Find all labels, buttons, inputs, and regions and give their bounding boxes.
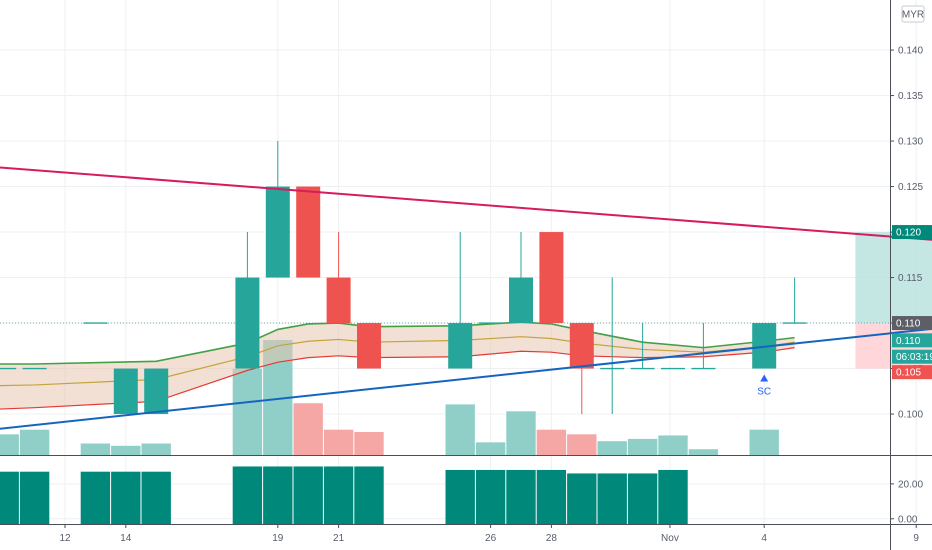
osc-tick-label: 20.00 bbox=[898, 479, 923, 490]
price-tag bbox=[892, 365, 932, 380]
price-tick-label: 0.100 bbox=[898, 410, 923, 421]
volume-bar bbox=[597, 441, 627, 455]
volume-bar bbox=[445, 404, 475, 455]
oscillator-bar bbox=[141, 471, 171, 525]
oscillator-bar bbox=[263, 466, 293, 525]
price-tag-label: 06:03:19 bbox=[896, 352, 932, 363]
signal-marker: SC bbox=[757, 374, 771, 398]
volume-bar bbox=[567, 434, 597, 455]
price-tag-label: 0.120 bbox=[896, 228, 921, 239]
candle-body[interactable] bbox=[357, 323, 381, 369]
oscillator-bar bbox=[0, 471, 19, 525]
oscillator-bar bbox=[445, 469, 475, 525]
price-tick-label: 0.140 bbox=[898, 46, 923, 57]
oscillator-bar bbox=[597, 473, 627, 525]
candle-body[interactable] bbox=[113, 368, 138, 415]
oscillator-bar bbox=[80, 471, 111, 525]
band-mid-line bbox=[0, 336, 795, 387]
volume-bar bbox=[354, 432, 384, 455]
volume-bar bbox=[141, 443, 171, 455]
volume-bar bbox=[232, 368, 263, 455]
volume-bar bbox=[0, 434, 19, 455]
candle-body[interactable] bbox=[509, 277, 533, 324]
time-tick-label: 19 bbox=[272, 533, 284, 544]
volume-bar bbox=[627, 438, 658, 455]
volume-bar bbox=[475, 442, 506, 455]
volume-bar bbox=[506, 411, 536, 455]
oscillator-bar bbox=[658, 469, 688, 525]
volume-bar bbox=[111, 445, 141, 455]
price-tick-label: 0.125 bbox=[898, 182, 923, 193]
candle-body[interactable] bbox=[144, 368, 169, 415]
candle-body[interactable] bbox=[448, 323, 473, 369]
resistance-trendline[interactable] bbox=[0, 158, 932, 265]
time-tick-label: 28 bbox=[546, 533, 558, 544]
time-tick-label: Nov bbox=[661, 533, 679, 544]
oscillator-pane bbox=[0, 455, 932, 525]
price-tag-label: 0.110 bbox=[896, 336, 921, 347]
candle-body[interactable] bbox=[235, 277, 260, 369]
candles[interactable] bbox=[0, 141, 807, 415]
signal-label: SC bbox=[757, 387, 771, 398]
candle-body[interactable] bbox=[296, 186, 321, 278]
volume-bar bbox=[658, 435, 688, 455]
price-tag bbox=[892, 333, 932, 348]
oscillator-bar bbox=[323, 466, 354, 525]
oscillator-bar bbox=[475, 469, 506, 525]
volume-bar bbox=[19, 429, 50, 455]
volume-bar bbox=[749, 429, 779, 455]
price-tag-label: 0.105 bbox=[896, 368, 921, 379]
price-tag-label: 0.110 bbox=[896, 319, 921, 330]
currency-badge[interactable]: MYR bbox=[901, 5, 925, 23]
currency-badge-label: MYR bbox=[902, 10, 924, 21]
volume-bar bbox=[323, 429, 354, 455]
price-tag bbox=[892, 316, 932, 331]
time-tick-label: 14 bbox=[120, 533, 132, 544]
price-tags: 0.120 0.110 0.110 06:03:19 0.105 bbox=[892, 225, 932, 380]
oscillator-bar bbox=[354, 466, 384, 525]
volume-bar bbox=[536, 429, 567, 455]
candle-body[interactable] bbox=[539, 232, 564, 324]
time-tick-label: 9 bbox=[913, 533, 919, 544]
trendlines[interactable] bbox=[0, 158, 932, 441]
price-tick-label: 0.135 bbox=[898, 91, 923, 102]
price-tick-label: 0.115 bbox=[898, 273, 923, 284]
band-upper-line bbox=[0, 321, 795, 365]
oscillator-bar bbox=[19, 471, 50, 525]
candle-body[interactable] bbox=[265, 186, 290, 278]
candle-body[interactable] bbox=[569, 323, 594, 369]
oscillator-bar bbox=[111, 471, 141, 525]
candle-body[interactable] bbox=[326, 277, 351, 324]
oscillator-bar bbox=[506, 469, 536, 525]
time-tick-label: 21 bbox=[333, 533, 345, 544]
band-fill bbox=[0, 322, 795, 410]
oscillator-bar bbox=[536, 469, 567, 525]
signal-arrow-icon bbox=[760, 374, 769, 382]
price-tag bbox=[892, 225, 932, 240]
volume-bar bbox=[80, 443, 111, 455]
volume-bar bbox=[688, 449, 719, 455]
time-tick-label: 4 bbox=[761, 533, 767, 544]
oscillator-bar bbox=[567, 473, 597, 525]
time-tick-label: 12 bbox=[59, 533, 71, 544]
support-trendline[interactable] bbox=[0, 293, 932, 441]
volume-bar bbox=[293, 403, 323, 455]
time-tick-label: 26 bbox=[485, 533, 497, 544]
oscillator-bar bbox=[627, 473, 658, 525]
osc-tick-label: 0.00 bbox=[898, 514, 918, 525]
oscillator-bar bbox=[232, 466, 263, 525]
oscillator-bar bbox=[293, 466, 323, 525]
price-tag bbox=[892, 349, 932, 364]
price-tick-label: 0.130 bbox=[898, 137, 923, 148]
